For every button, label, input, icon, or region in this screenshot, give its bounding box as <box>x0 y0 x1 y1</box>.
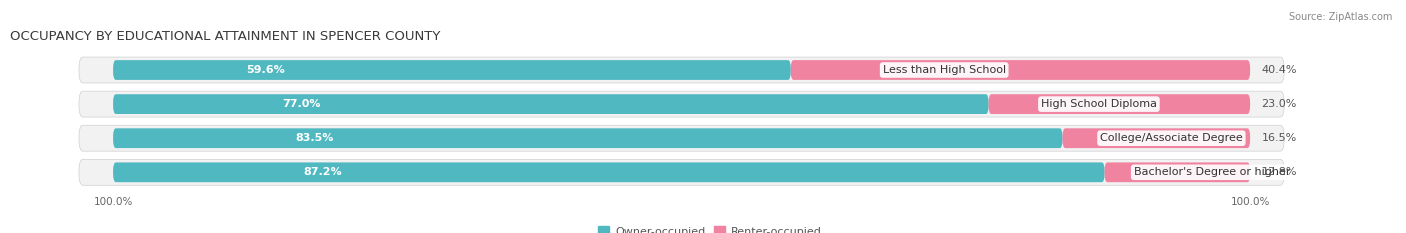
Text: Source: ZipAtlas.com: Source: ZipAtlas.com <box>1288 12 1392 22</box>
FancyBboxPatch shape <box>79 125 1284 151</box>
FancyBboxPatch shape <box>79 91 1284 117</box>
FancyBboxPatch shape <box>79 159 1284 185</box>
FancyBboxPatch shape <box>1105 162 1250 182</box>
Text: 87.2%: 87.2% <box>302 167 342 177</box>
FancyBboxPatch shape <box>1063 128 1250 148</box>
FancyBboxPatch shape <box>112 60 790 80</box>
FancyBboxPatch shape <box>988 94 1250 114</box>
Text: 59.6%: 59.6% <box>246 65 285 75</box>
Text: Less than High School: Less than High School <box>883 65 1005 75</box>
Text: High School Diploma: High School Diploma <box>1040 99 1157 109</box>
FancyBboxPatch shape <box>112 162 1105 182</box>
Text: 40.4%: 40.4% <box>1261 65 1296 75</box>
Text: 83.5%: 83.5% <box>295 133 333 143</box>
Text: 12.8%: 12.8% <box>1261 167 1296 177</box>
Text: 77.0%: 77.0% <box>283 99 321 109</box>
Text: College/Associate Degree: College/Associate Degree <box>1099 133 1243 143</box>
Text: Bachelor's Degree or higher: Bachelor's Degree or higher <box>1133 167 1291 177</box>
Text: 23.0%: 23.0% <box>1261 99 1296 109</box>
Text: 16.5%: 16.5% <box>1261 133 1296 143</box>
FancyBboxPatch shape <box>112 128 1063 148</box>
Legend: Owner-occupied, Renter-occupied: Owner-occupied, Renter-occupied <box>593 222 827 233</box>
FancyBboxPatch shape <box>112 94 988 114</box>
FancyBboxPatch shape <box>79 57 1284 83</box>
Text: OCCUPANCY BY EDUCATIONAL ATTAINMENT IN SPENCER COUNTY: OCCUPANCY BY EDUCATIONAL ATTAINMENT IN S… <box>10 30 441 43</box>
FancyBboxPatch shape <box>790 60 1250 80</box>
